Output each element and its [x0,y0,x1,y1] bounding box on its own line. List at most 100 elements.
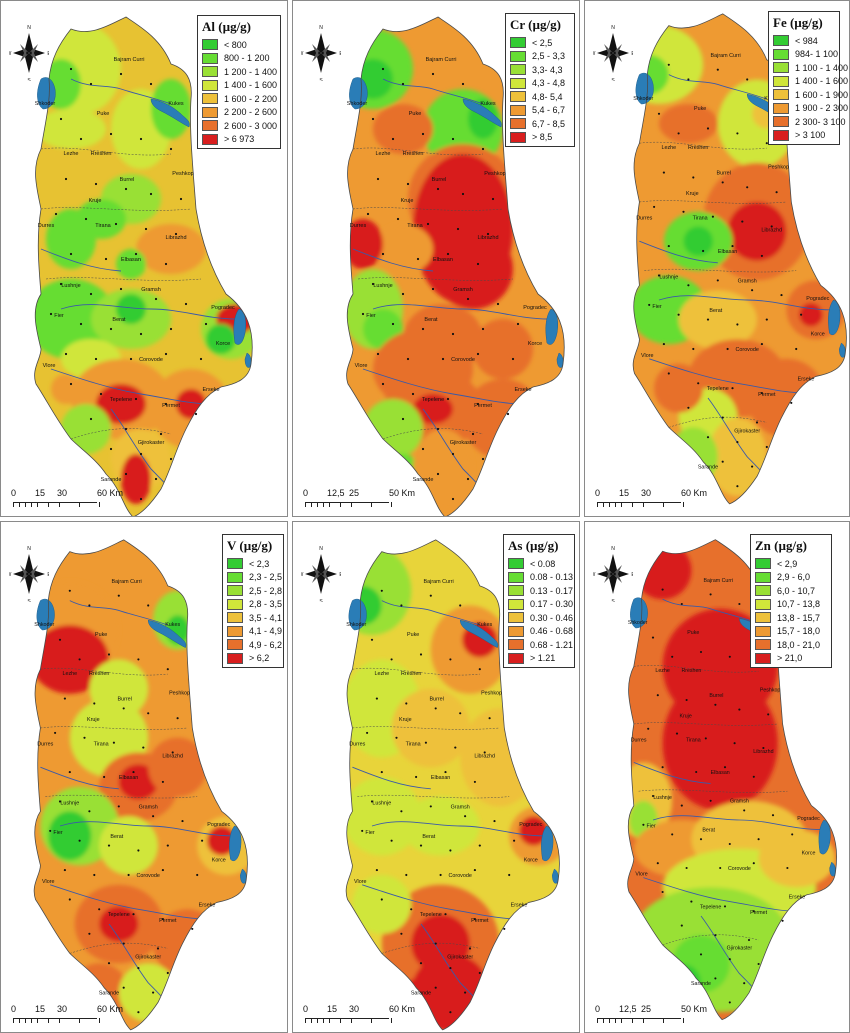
contour-zone [473,319,533,379]
place-label: Kukes [165,622,180,628]
sample-point [454,746,457,749]
sample-point [419,653,423,656]
scale-label: 60 Km [97,1004,124,1014]
sample-point [139,332,143,336]
legend-label: > 6 973 [224,134,255,145]
place-label: Vlore [641,353,654,359]
sample-point [721,181,724,184]
legend-swatch [510,91,526,103]
legend-label: 2 600 - 3 000 [224,120,278,131]
place-label: Elbasan [121,257,141,263]
place-label: Permet [474,403,492,409]
legend-swatch [510,104,526,116]
sample-point [400,604,403,607]
sample-point [461,82,465,86]
sample-point [59,282,63,286]
contour-zone [206,324,236,354]
sample-point [481,327,485,331]
sample-point [738,602,741,606]
lake [630,597,648,629]
place-label: Gjirokaster [135,954,161,960]
sample-point [726,347,729,351]
legend-title: V (µg/g) [227,538,273,553]
sample-point [78,658,81,661]
sample-point [88,932,91,935]
sample-point [93,702,96,705]
legend-swatch [227,585,243,597]
sample-point [699,650,703,654]
legend-swatch [773,48,789,60]
legend-item: 2 200 - 2 600 [202,106,277,120]
place-label: Peshkop [481,691,502,697]
sample-point [444,913,447,916]
sample-point [49,312,53,316]
place-label: Erseke [789,895,805,901]
sample-point [69,382,73,386]
sample-point [721,416,724,419]
place-label: Kruje [87,717,100,723]
sample-point [697,382,700,385]
place-label: Burrel [432,177,447,183]
scale-label: 0 [11,1004,17,1014]
river [70,78,172,105]
sample-point [736,132,739,135]
sample-point [396,217,400,221]
river [649,358,807,394]
place-label: Vlore [43,363,56,369]
sample-point [711,215,714,218]
legend: Zn (µg/g) < 2,9 2,9 - 6,0 6,0 - 10,7 10,7 - … [750,534,832,668]
sample-point [699,953,703,956]
sample-point [421,132,425,136]
legend-swatch [510,131,526,143]
sample-point [376,177,380,181]
sample-point [194,412,198,416]
sample-point [657,112,661,115]
contour-zone [758,829,836,888]
sample-point [731,387,734,390]
place-label: Tirana [94,742,109,748]
sample-point [459,712,462,715]
sample-point [728,655,731,658]
sample-point [88,604,91,607]
legend-item: 15,7 - 18,0 [755,625,827,639]
country-outline [345,539,560,1031]
contour-zone [460,708,539,807]
legend-label: < 0.08 [530,558,556,569]
sample-point [139,137,143,141]
sample-point [381,252,385,256]
legend-title: Cr (µg/g) [510,17,561,32]
scale-label: 15 [35,488,46,498]
compass-n-label: N [611,546,615,552]
sample-point [119,287,123,291]
compass-w-label: W [593,572,596,578]
sample-point [161,918,164,921]
legend-swatch [508,571,524,583]
scale-label: 12,5 [619,1004,637,1014]
map-fe: Bajram CurriShkoderKukesPukeLezheRreshen… [632,13,847,505]
place-label: Fier [365,830,374,836]
legend-label: 0.08 - 0.13 [530,572,574,583]
place-label: Erseke [202,387,219,393]
place-label: Korce [212,857,226,863]
district-boundary [40,147,172,156]
sample-point [390,658,393,661]
sample-point [69,67,73,71]
river [60,304,237,320]
sample-point [112,741,115,744]
sample-point [88,810,91,813]
legend-swatch [227,558,243,570]
place-label: Puke [95,632,107,638]
sample-point [147,604,150,607]
legend-item: > 6,2 [227,652,279,666]
sample-point [380,589,383,592]
lake [818,819,831,855]
place-label: Gjirokaster [450,440,477,446]
sample-point [709,593,712,596]
place-label: Rreshen [91,151,112,157]
legend-label: 1 900 - 2 300 [795,103,849,114]
legend-swatch [773,102,789,114]
sample-point [434,942,437,945]
sample-point [139,497,143,501]
scale-bar: 0 15 30 60 Km [11,488,123,510]
lake [37,77,56,110]
